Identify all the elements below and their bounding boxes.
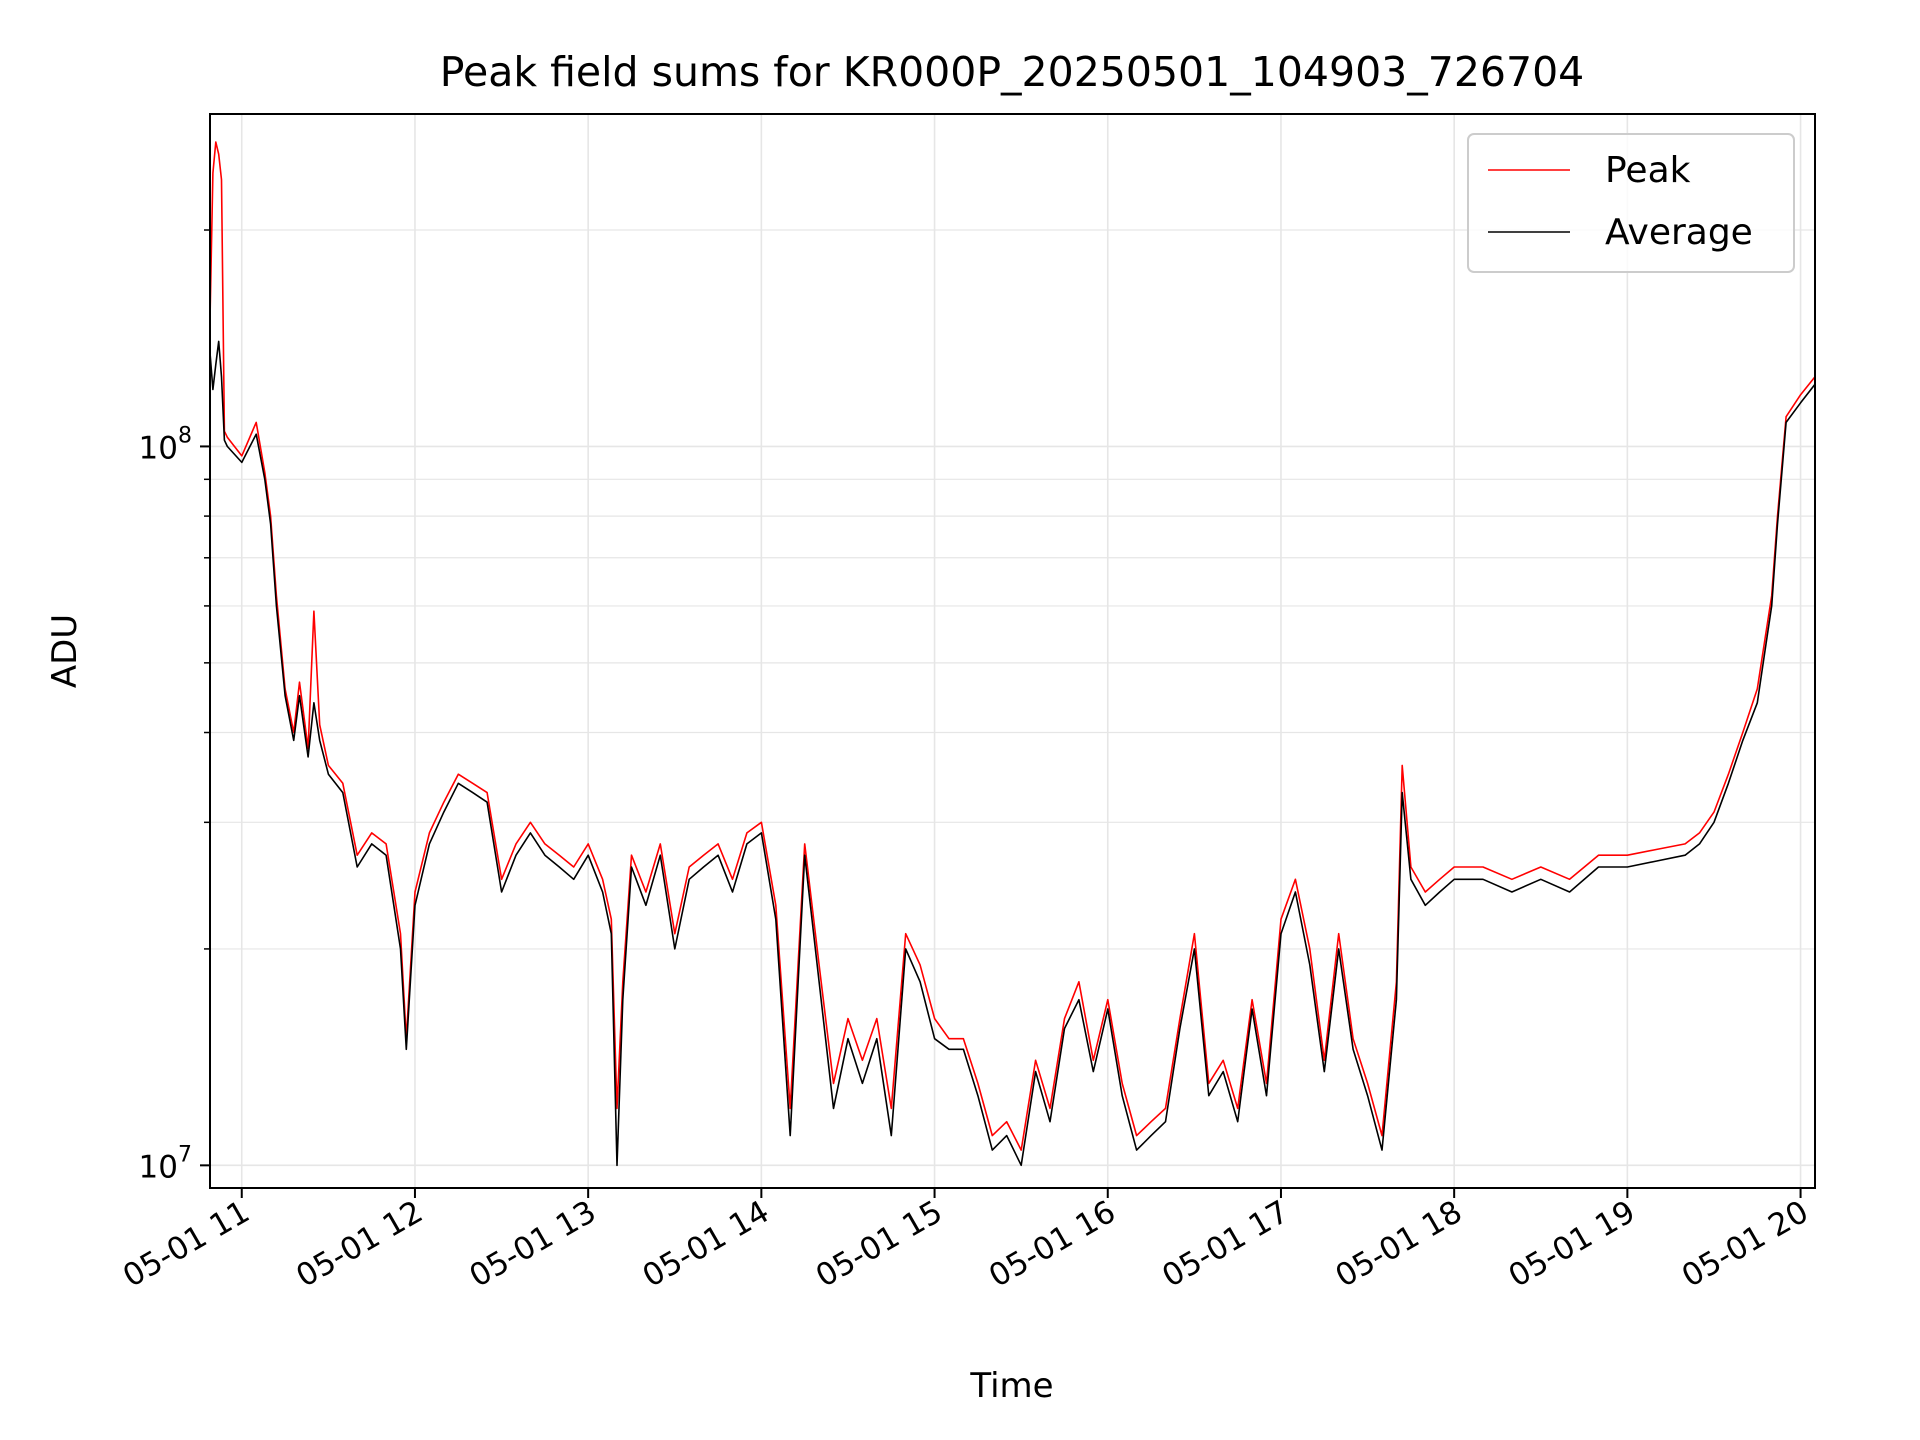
series-line-peak (210, 141, 1815, 1151)
y-tick-mantissa: 10 (139, 1149, 178, 1185)
y-tick-label: 107 (139, 1142, 192, 1185)
series-layer (210, 141, 1815, 1167)
y-tick-exponent: 7 (178, 1142, 192, 1167)
series-line-average (210, 340, 1815, 1167)
x-axis-label: Time (969, 1366, 1053, 1406)
legend: Peak Average (1467, 133, 1795, 273)
legend-box (1467, 133, 1795, 273)
legend-label-peak: Peak (1605, 150, 1691, 191)
y-tick-label: 108 (139, 423, 192, 466)
y-axis-label: ADU (45, 614, 85, 688)
y-tick-mantissa: 10 (139, 430, 178, 466)
chart-title: Peak field sums for KR000P_20250501_1049… (440, 48, 1585, 96)
plot-frame (209, 113, 1816, 1189)
legend-label-average: Average (1605, 212, 1753, 253)
y-tick-exponent: 8 (178, 423, 192, 448)
